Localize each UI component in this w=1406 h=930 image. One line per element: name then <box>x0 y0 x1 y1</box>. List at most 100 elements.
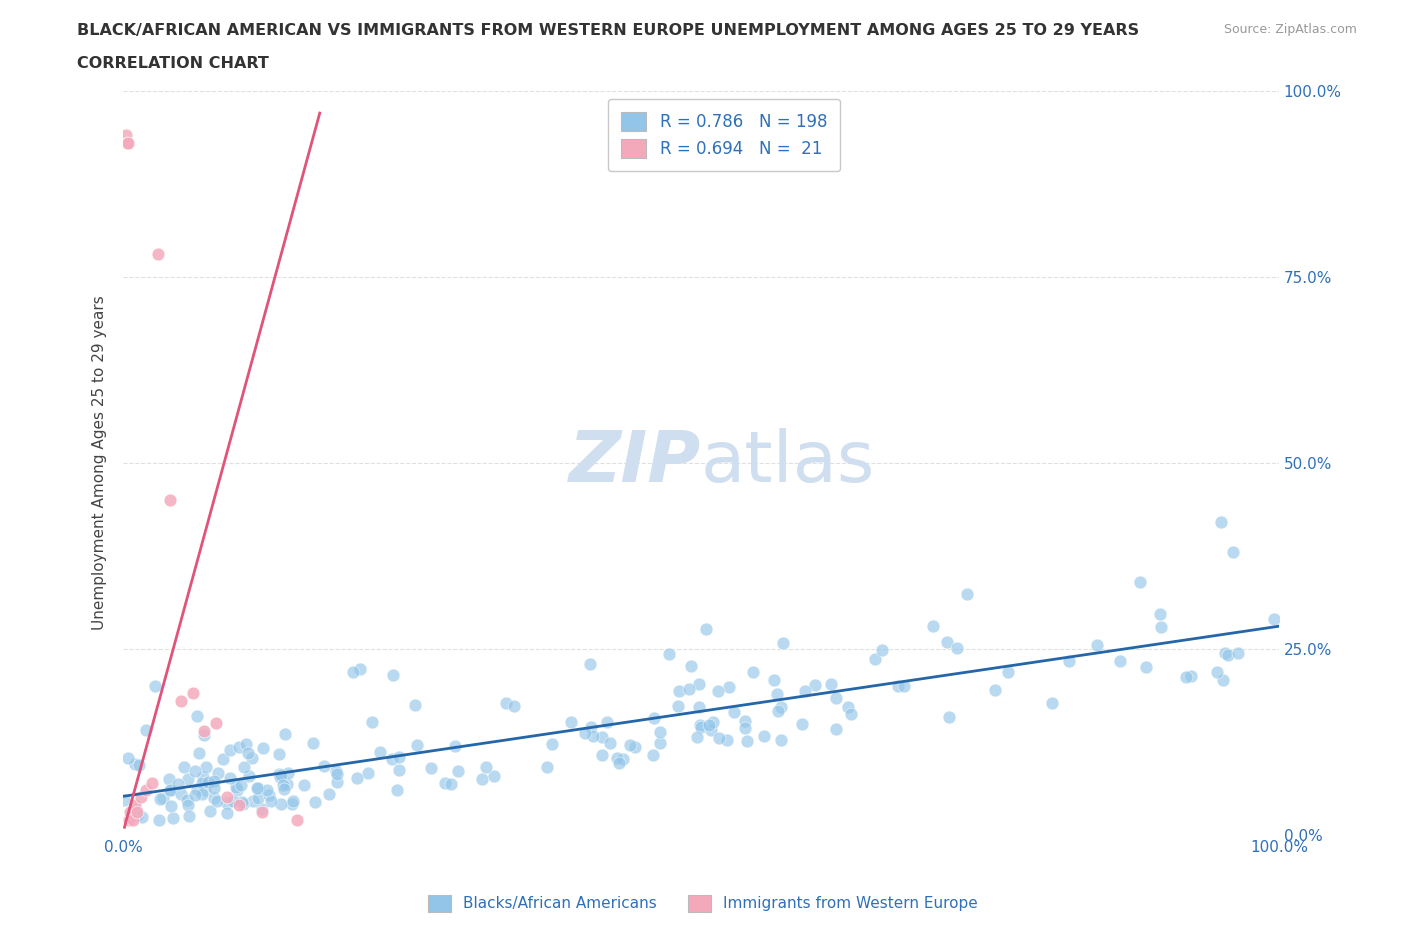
Point <box>217 790 239 805</box>
Point <box>194 782 217 797</box>
Text: CORRELATION CHART: CORRELATION CHART <box>77 56 269 71</box>
Point <box>117 751 139 765</box>
Point <box>579 657 602 671</box>
Point <box>1057 654 1080 669</box>
Point <box>471 772 494 787</box>
Y-axis label: Unemployment Among Ages 25 to 29 years: Unemployment Among Ages 25 to 29 years <box>93 296 107 631</box>
Point <box>734 713 756 728</box>
Point <box>125 802 148 817</box>
Point <box>1135 659 1157 674</box>
Point <box>361 714 384 729</box>
Point <box>325 767 347 782</box>
Point <box>388 763 411 777</box>
Point <box>121 813 143 828</box>
Point <box>984 683 1007 698</box>
Point <box>135 722 157 737</box>
Point <box>260 793 283 808</box>
Point <box>162 810 184 825</box>
Point <box>606 751 628 765</box>
Point <box>820 677 842 692</box>
Point <box>148 813 170 828</box>
Point <box>591 748 613 763</box>
Point <box>1226 645 1249 660</box>
Point <box>247 790 270 805</box>
Point <box>502 698 524 713</box>
Point <box>128 758 150 773</box>
Point <box>219 743 242 758</box>
Point <box>184 787 207 802</box>
Point <box>202 790 225 805</box>
Point <box>688 677 710 692</box>
Point <box>205 794 228 809</box>
Point <box>270 796 292 811</box>
Point <box>252 802 274 817</box>
Point <box>406 737 429 752</box>
Point <box>193 727 215 742</box>
Text: ZIP: ZIP <box>569 428 702 498</box>
Point <box>404 698 426 712</box>
Point <box>1263 612 1285 627</box>
Point <box>1180 669 1202 684</box>
Point <box>443 738 465 753</box>
Point <box>233 760 256 775</box>
Point <box>273 781 295 796</box>
Point <box>222 794 245 809</box>
Point <box>609 755 631 770</box>
Point <box>648 724 671 739</box>
Point <box>560 714 582 729</box>
Point <box>318 787 340 802</box>
Point <box>935 635 957 650</box>
Point <box>678 682 700 697</box>
Point <box>574 725 596 740</box>
Point <box>114 792 136 807</box>
Point <box>143 678 166 693</box>
Point <box>595 714 617 729</box>
Point <box>186 708 208 723</box>
Point <box>191 787 214 802</box>
Point <box>184 764 207 778</box>
Point <box>247 780 270 795</box>
Point <box>695 621 717 636</box>
Point <box>245 781 267 796</box>
Point <box>893 679 915 694</box>
Point <box>754 728 776 743</box>
Point <box>742 665 765 680</box>
Point <box>211 751 233 766</box>
Point <box>276 777 298 792</box>
Point <box>945 641 967 656</box>
Point <box>824 691 846 706</box>
Point <box>382 668 405 683</box>
Point <box>228 739 250 754</box>
Point <box>304 795 326 810</box>
Point <box>956 587 979 602</box>
Point <box>238 768 260 783</box>
Point <box>839 707 862 722</box>
Point <box>186 781 208 796</box>
Point <box>267 747 290 762</box>
Point <box>702 714 724 729</box>
Point <box>195 760 218 775</box>
Point <box>225 780 247 795</box>
Point <box>188 746 211 761</box>
Point <box>166 777 188 791</box>
Point <box>170 786 193 801</box>
Point <box>129 790 152 805</box>
Point <box>281 793 304 808</box>
Point <box>804 678 827 693</box>
Point <box>202 781 225 796</box>
Point <box>612 752 634 767</box>
Point <box>658 647 681 662</box>
Point <box>1129 575 1152 590</box>
Point <box>202 774 225 789</box>
Point <box>370 744 392 759</box>
Point <box>159 783 181 798</box>
Point <box>772 636 794 651</box>
Point <box>120 805 142 820</box>
Point <box>141 776 163 790</box>
Point <box>197 775 219 790</box>
Point <box>679 658 702 673</box>
Point <box>735 734 758 749</box>
Point <box>118 813 141 828</box>
Point <box>1109 654 1132 669</box>
Point <box>179 808 201 823</box>
